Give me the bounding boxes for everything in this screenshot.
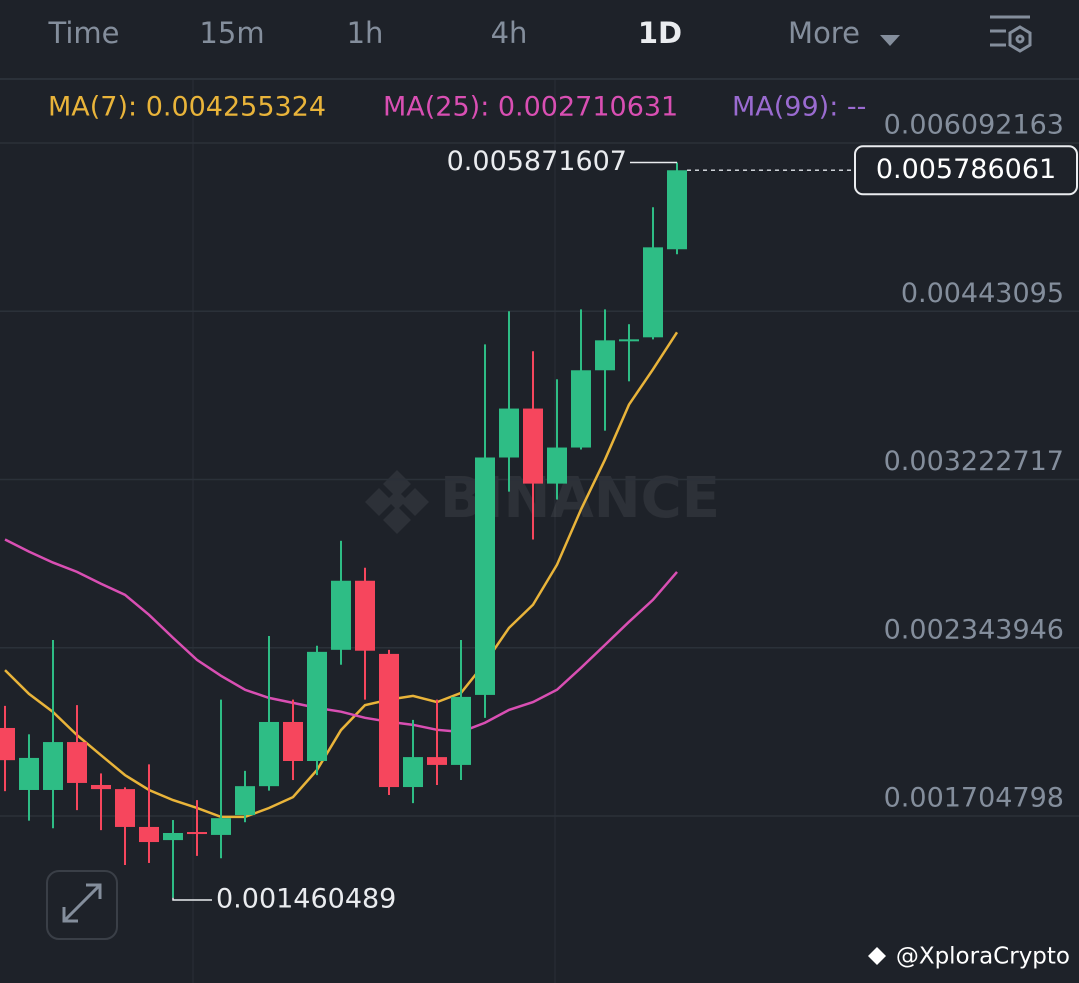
candle-body — [19, 757, 39, 790]
candle-body — [259, 721, 279, 787]
y-tick-label: 0.00443095 — [901, 278, 1064, 309]
candle-body — [355, 580, 375, 651]
candle-body — [211, 818, 231, 835]
candle-body — [115, 789, 135, 827]
candle-body — [307, 651, 327, 761]
candle-body — [571, 370, 591, 448]
candle-body — [619, 339, 639, 342]
candle-body — [163, 832, 183, 841]
candle-body — [523, 408, 543, 484]
legend-entry: MA(99): -- — [732, 92, 866, 123]
y-tick-label: 0.001704798 — [884, 783, 1064, 814]
candle-body — [235, 786, 255, 816]
candle-body — [499, 408, 519, 458]
low-leader — [172, 897, 212, 901]
candle-body — [403, 757, 423, 788]
candle-body — [67, 742, 87, 783]
legend-entry: MA(25): 0.002710631 — [383, 92, 678, 123]
candle-body — [187, 832, 207, 835]
tab[interactable]: 4h — [491, 16, 528, 50]
candle-body — [547, 447, 567, 484]
candle-body — [379, 653, 399, 788]
legend-entry: MA(7): 0.004255324 — [48, 92, 326, 123]
candle-body — [475, 457, 495, 695]
candle-body — [427, 757, 447, 765]
price-box — [854, 145, 1078, 196]
candle-body — [283, 721, 303, 761]
candle-body — [667, 170, 687, 250]
candle-body — [643, 247, 663, 338]
y-tick-label: 0.003222717 — [884, 446, 1064, 477]
candle-body — [0, 727, 15, 761]
tab[interactable]: 15m — [199, 16, 264, 50]
tab[interactable]: 1D — [638, 16, 682, 50]
candle-body — [91, 784, 111, 790]
settings-icon[interactable] — [990, 15, 1032, 53]
low-label: 0.001460489 — [216, 884, 396, 915]
watermark-logo — [365, 470, 429, 534]
expand-button[interactable] — [46, 870, 118, 940]
candle-body — [331, 580, 351, 650]
dropdown-arrow[interactable] — [880, 35, 900, 46]
candle-body — [451, 696, 471, 765]
ma-line — [4, 538, 678, 734]
ma-line — [4, 331, 679, 819]
tab[interactable]: Time — [48, 16, 120, 50]
high-label: 0.005871607 — [447, 146, 627, 177]
credit-icon — [868, 947, 886, 965]
tab[interactable]: More — [788, 16, 860, 50]
price-label: 0.005786061 — [876, 154, 1056, 185]
candle-body — [595, 340, 615, 371]
credit: @XploraCrypto — [896, 944, 1070, 970]
y-tick-label: 0.002343946 — [884, 614, 1064, 645]
tab[interactable]: 1h — [347, 16, 384, 50]
y-tick-label: 0.006092163 — [884, 110, 1064, 141]
candle-body — [139, 826, 159, 843]
candle-body — [43, 742, 63, 790]
